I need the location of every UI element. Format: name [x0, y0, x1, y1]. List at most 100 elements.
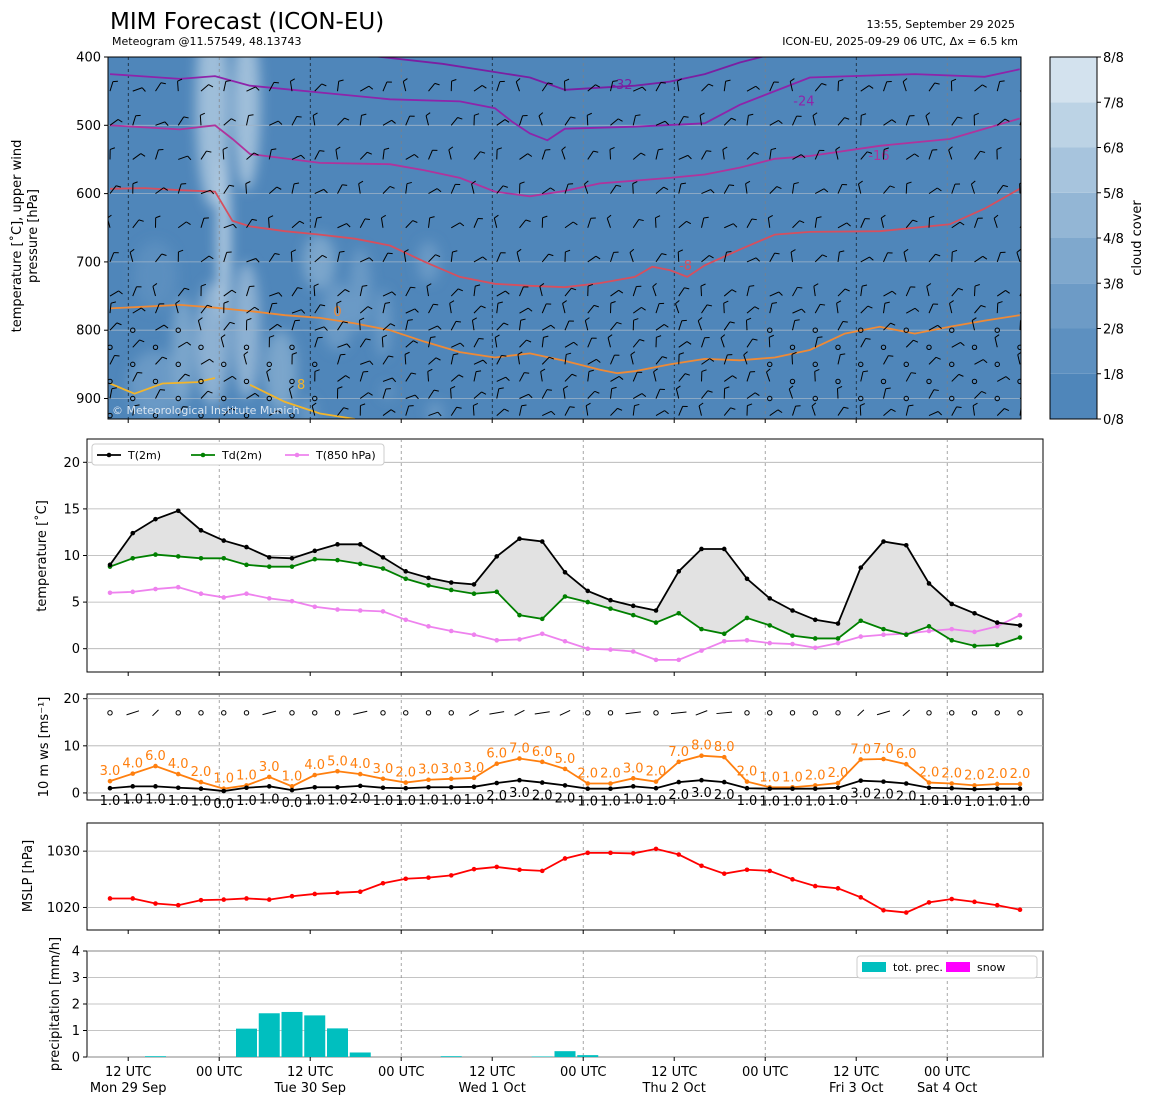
wind-barb-flag-icon	[137, 372, 143, 374]
colorbar-tick-label: 0/8	[1103, 413, 1124, 428]
data-point	[198, 786, 204, 791]
wind-barb-icon	[837, 117, 845, 126]
wind-barb-icon	[519, 115, 524, 126]
cloud-patch	[264, 330, 298, 413]
wind-barb-icon	[746, 152, 755, 160]
wind-barb-flag-icon	[164, 121, 169, 126]
wind-barb-flag-icon	[791, 351, 797, 355]
wind-barb-icon	[402, 81, 407, 92]
wind-barb-icon	[883, 355, 889, 365]
wind-barb-flag-icon	[361, 113, 367, 116]
wind-barb-icon	[223, 252, 228, 263]
wind-barb-flag-icon	[269, 335, 275, 338]
wind-barb-icon	[541, 82, 549, 92]
isotherm-line	[109, 68, 1020, 142]
wind-barb-icon	[405, 154, 415, 160]
colorbar-tick-label: 4/8	[1103, 232, 1124, 247]
wind-barb-icon	[584, 183, 589, 194]
wind-barb-flag-icon	[528, 393, 533, 399]
wind-barb-flag-icon	[1009, 57, 1010, 58]
wind-barb-flag-icon	[388, 355, 394, 358]
wind-barb-icon	[562, 303, 566, 314]
wind-barb-icon	[655, 303, 660, 314]
wind-barb-icon	[534, 711, 550, 715]
wind-barb-icon	[610, 57, 612, 58]
calm-wind-icon	[744, 710, 750, 716]
calm-wind-icon	[903, 395, 909, 402]
wind-barb-icon	[155, 324, 165, 331]
wind-barb-flag-icon	[949, 300, 954, 304]
data-point	[744, 576, 750, 582]
wind-barb-flag-icon	[661, 253, 667, 256]
wind-barb-flag-icon	[160, 82, 166, 85]
wind-barb-icon	[109, 388, 113, 399]
data-point	[153, 784, 158, 789]
wind-barb-flag-icon	[504, 408, 509, 412]
upper-air-ylabel: temperature [˚C], upper windpressure [hP…	[9, 140, 41, 333]
wind-barb-icon	[126, 710, 140, 716]
wind-barb-icon	[152, 286, 156, 297]
wind-barb-icon	[974, 150, 981, 160]
wind-barb-icon	[199, 115, 202, 126]
wind-barb-flag-icon	[1028, 308, 1032, 311]
wind-barb-icon	[291, 220, 300, 229]
wind-barb-icon	[268, 410, 279, 417]
wind-barb-flag-icon	[675, 300, 680, 305]
wind-barb-icon	[769, 303, 773, 314]
wind-barb-icon	[177, 373, 186, 382]
wind-barb-flag-icon	[229, 321, 235, 325]
wind-barb-icon	[177, 287, 185, 297]
wind-barb-flag-icon	[912, 49, 917, 50]
wind-barb-icon	[860, 305, 869, 314]
wind-barb-icon	[155, 356, 163, 365]
wind-barb-icon	[997, 57, 999, 58]
wind-barb-flag-icon	[231, 118, 236, 122]
data-label: 2.0	[714, 788, 735, 803]
wind-barb-icon	[405, 394, 416, 399]
wind-barb-flag-icon	[546, 389, 552, 391]
wind-barb-flag-icon	[618, 376, 624, 380]
wind-barb-icon	[541, 149, 546, 160]
data-label: 4.0	[304, 758, 325, 773]
data-point	[562, 594, 568, 599]
wind-barb-icon	[200, 189, 211, 195]
wind-barb-flag-icon	[708, 83, 714, 87]
wind-barb-flag-icon	[683, 116, 689, 118]
wind-barb-icon	[746, 306, 755, 314]
wind-barb-icon	[494, 337, 498, 348]
wind-barb-icon	[155, 303, 160, 314]
wind-barb-icon	[678, 57, 680, 58]
wind-barb-icon	[720, 337, 725, 348]
wind-barb-flag-icon	[548, 253, 554, 257]
calm-wind-icon	[175, 395, 181, 402]
calm-wind-icon	[585, 710, 591, 716]
data-label: 2.0	[941, 767, 962, 782]
wind-barb-flag-icon	[800, 154, 806, 159]
wind-barb-icon	[359, 338, 367, 348]
calm-wind-icon	[994, 327, 1000, 333]
wind-barb-flag-icon	[496, 147, 502, 150]
data-point	[312, 784, 318, 790]
wind-barb-icon	[928, 356, 937, 365]
wind-barb-icon	[382, 303, 386, 314]
wind-barb-flag-icon	[542, 45, 547, 47]
wind-barb-flag-icon	[364, 218, 370, 221]
data-point	[630, 776, 636, 781]
wind-barb-icon	[519, 57, 521, 58]
wind-barb-icon	[382, 186, 391, 194]
wind-barb-icon	[701, 217, 705, 228]
data-point	[608, 850, 613, 856]
y-tick-label: 1020	[47, 901, 80, 916]
wind-barb-flag-icon	[338, 79, 344, 82]
wind-barb-icon	[450, 388, 452, 399]
chart-title: MIM Forecast (ICON-EU)	[110, 9, 384, 35]
wind-barb-flag-icon	[524, 372, 530, 374]
data-point	[744, 785, 750, 791]
calm-wind-icon	[425, 710, 432, 716]
wind-barb-flag-icon	[733, 52, 737, 55]
wind-barb-icon	[792, 115, 798, 126]
temperature-legend: T(2m) Td(2m) T(850 hPa)	[91, 443, 385, 466]
data-point	[357, 542, 363, 547]
data-point	[517, 867, 522, 873]
x-tick-label: 12 UTC	[287, 1065, 333, 1080]
